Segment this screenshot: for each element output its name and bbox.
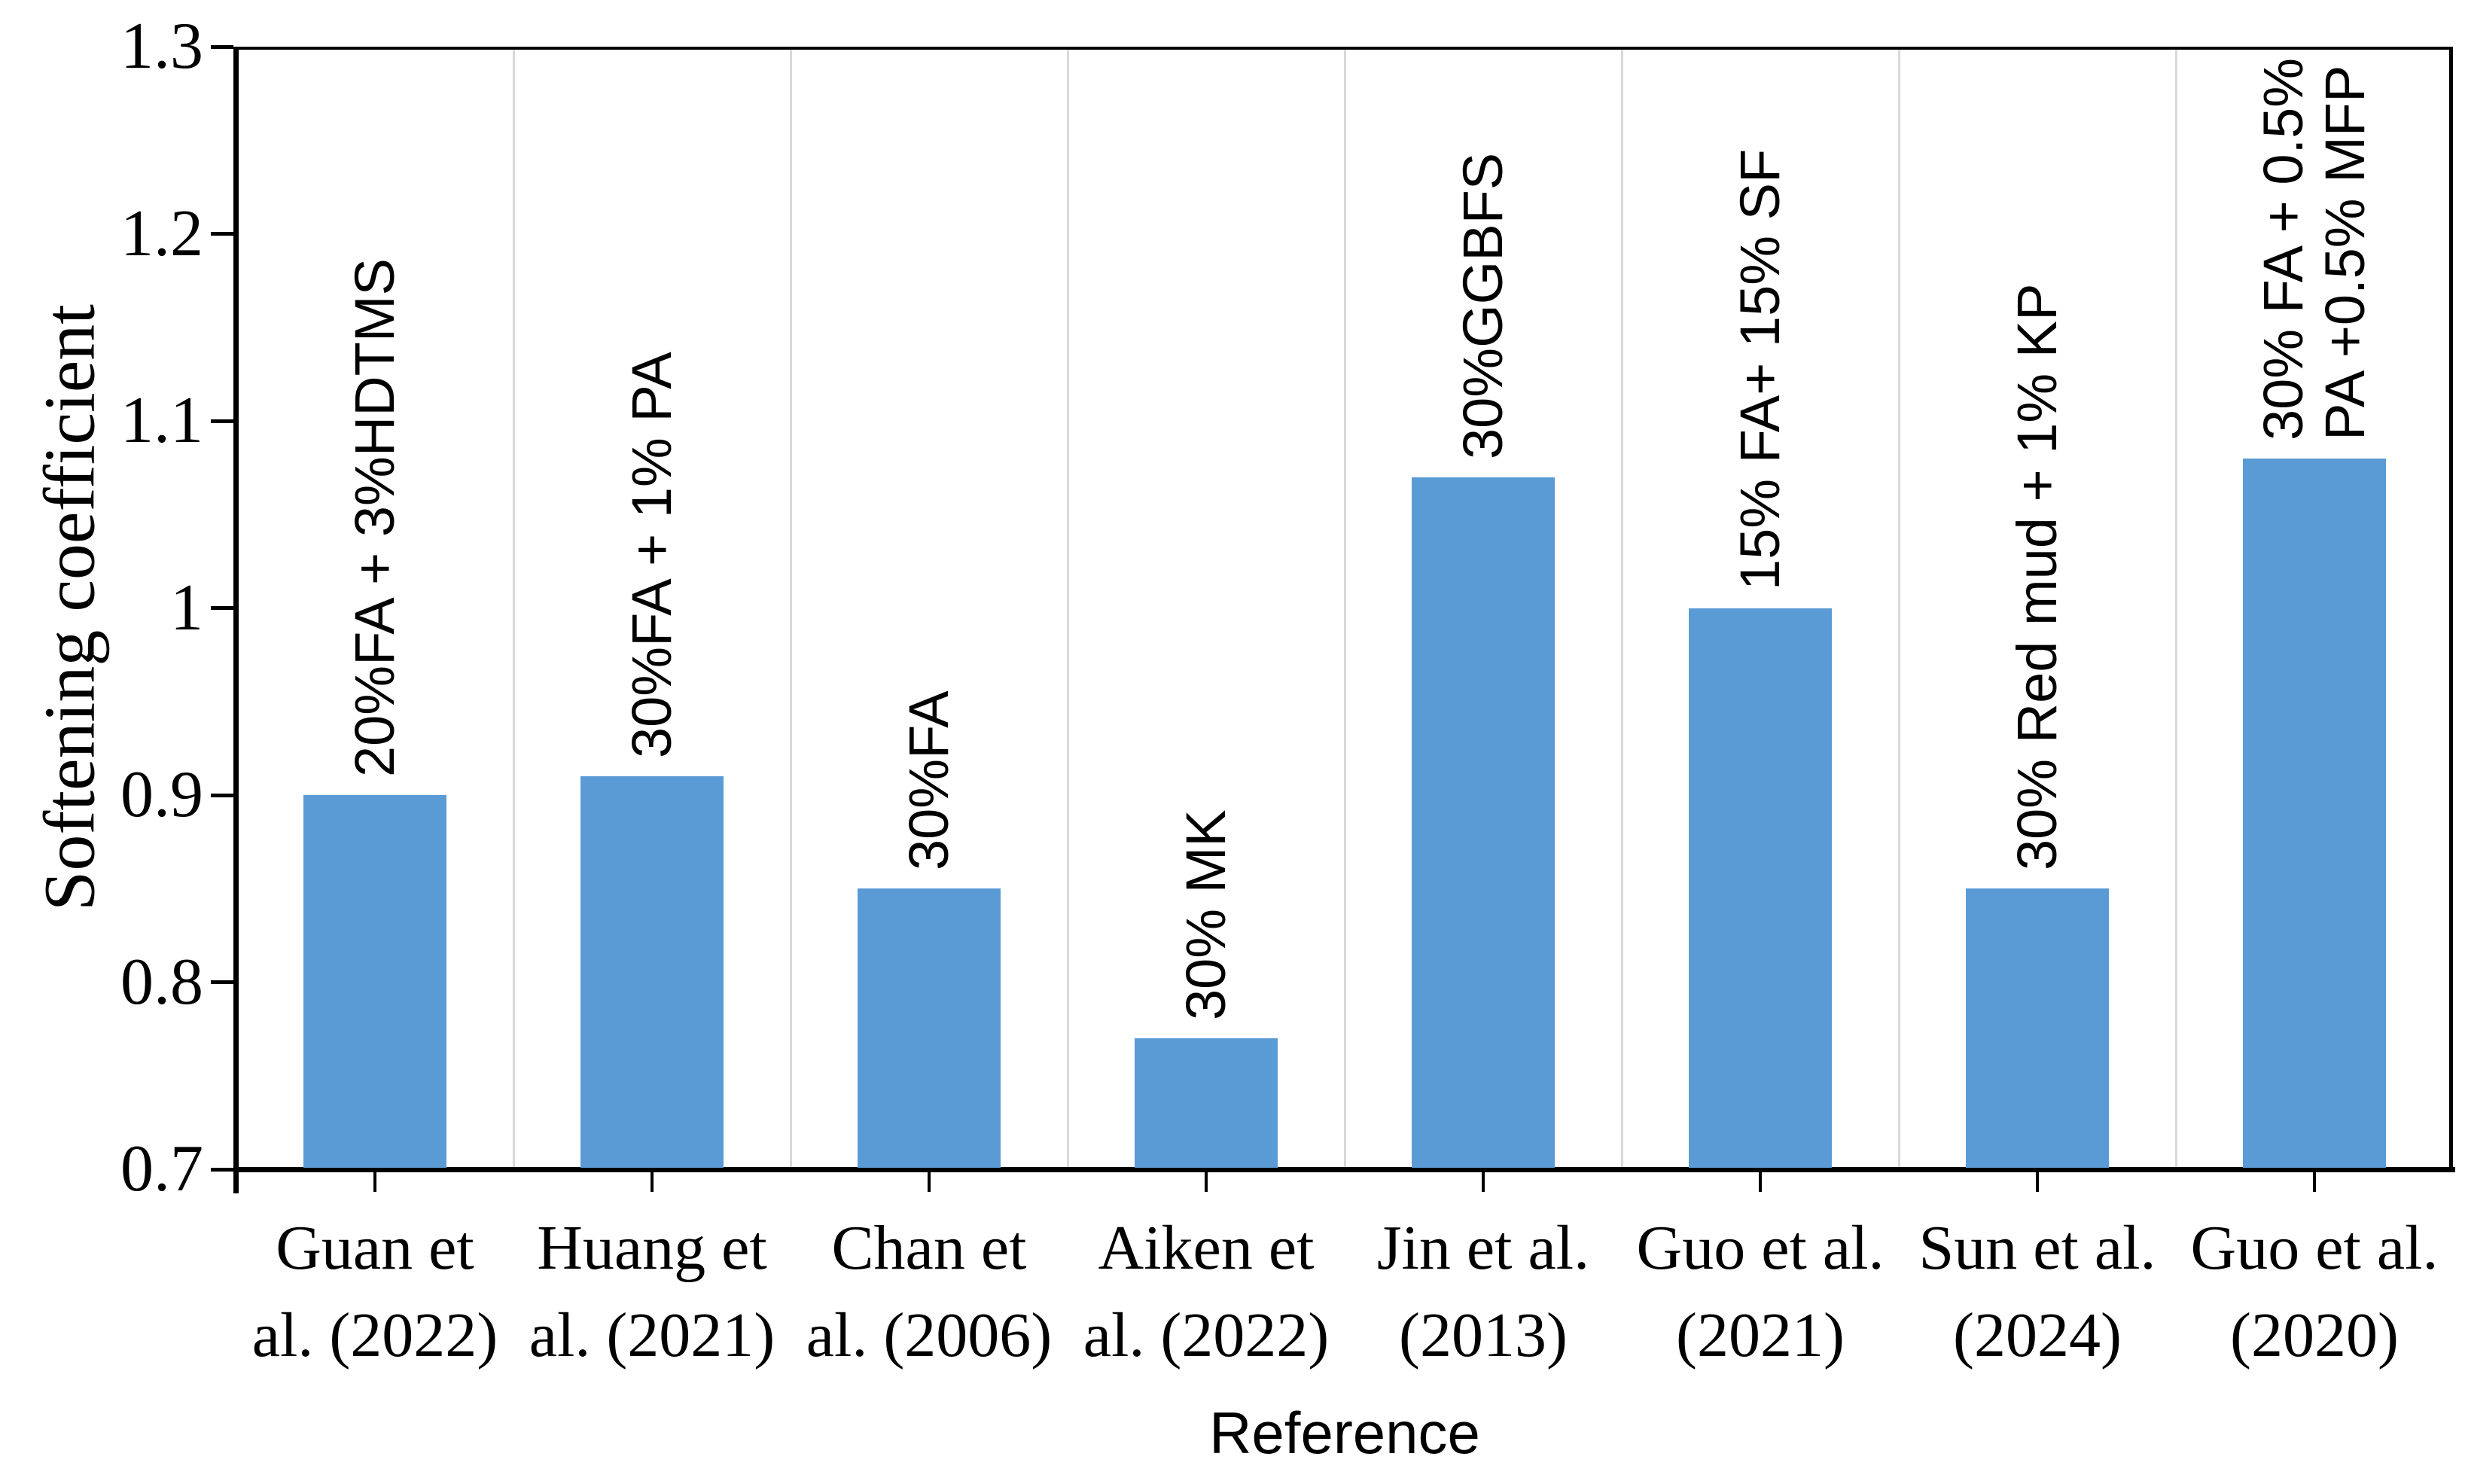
y-tick-label: 0.7 (120, 1132, 203, 1205)
y-tick-label: 1 (170, 571, 203, 644)
x-axis-title: Reference (1209, 1400, 1480, 1466)
category-boundary-gridline (1620, 50, 1623, 1169)
category-boundary-gridline (1343, 50, 1346, 1169)
bar (303, 795, 446, 1168)
bar (580, 776, 724, 1168)
bar-value-label: 30%GGBFS (1452, 152, 1514, 459)
x-tick-label: Aiken et al. (2022) (1083, 1213, 1330, 1370)
x-tick-label: Huang et al. (2021) (529, 1213, 775, 1370)
x-tick (373, 1169, 376, 1192)
y-tick (211, 419, 233, 423)
y-tick-label: 0.9 (120, 758, 203, 831)
x-tick-label: Guo et al. (2021) (1636, 1213, 1885, 1370)
x-tick-label: Jin et al. (2013) (1376, 1213, 1590, 1370)
bar-value-label: 20%FA + 3%HDTMS (343, 258, 406, 777)
x-tick (2313, 1169, 2316, 1192)
x-axis-line (233, 1167, 2455, 1172)
x-tick (1205, 1169, 1208, 1192)
y-tick-label: 0.8 (120, 945, 203, 1019)
bar-value-label: 30% MK (1175, 809, 1237, 1021)
y-tick (211, 44, 233, 49)
plot-top-border (236, 47, 2453, 50)
category-boundary-gridline (789, 50, 792, 1169)
bar-value-label: 30% Red mud + 1% KP (2006, 283, 2068, 871)
y-tick (211, 232, 233, 236)
y-tick (211, 606, 233, 610)
bar (1412, 477, 1555, 1168)
bar-value-label: 15% FA+ 15% SF (1729, 148, 1791, 590)
y-tick (211, 980, 233, 984)
bar (1966, 888, 2109, 1168)
x-tick-label: Guan et al. (2022) (251, 1213, 498, 1370)
bar-value-label: 30% FA + 0.5% PA +0.5% MFP (2252, 57, 2376, 440)
category-boundary-gridline (1897, 50, 1900, 1169)
bar (858, 888, 1001, 1168)
x-tick-label: Guo et al. (2020) (2190, 1213, 2439, 1370)
x-tick (1759, 1169, 1762, 1192)
y-tick-label: 1.2 (120, 197, 203, 270)
category-boundary-gridline (1066, 50, 1069, 1169)
x-tick-label: Sun et al. (2024) (1918, 1213, 2156, 1370)
bar-value-label: 30%FA (897, 690, 960, 871)
y-tick-label: 1.3 (120, 10, 203, 83)
category-boundary-gridline (512, 50, 515, 1169)
category-boundary-gridline (2174, 50, 2177, 1169)
x-tick (928, 1169, 931, 1192)
bar (2243, 458, 2386, 1168)
y-axis-line (233, 47, 239, 1193)
x-tick (651, 1169, 654, 1192)
bar (1689, 608, 1832, 1168)
x-tick (1482, 1169, 1485, 1192)
y-tick (211, 1167, 233, 1172)
y-tick (211, 793, 233, 797)
y-tick-label: 1.1 (120, 384, 203, 457)
bar-value-label: 30%FA + 1% PA (620, 352, 683, 759)
x-tick-label: Chan et al. (2006) (806, 1213, 1053, 1370)
x-tick (2036, 1169, 2039, 1192)
bar (1135, 1038, 1278, 1168)
plot-right-border (2449, 47, 2453, 1169)
